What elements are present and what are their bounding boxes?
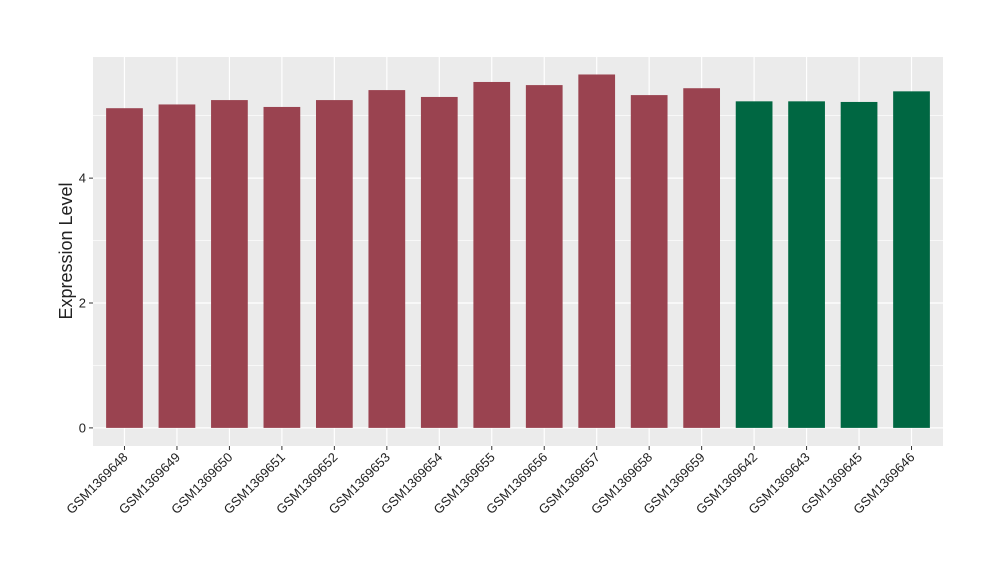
y-tick-label: 0 <box>79 420 86 435</box>
bar <box>420 96 458 428</box>
bar <box>315 100 353 428</box>
bar <box>263 106 301 428</box>
bar <box>106 108 143 428</box>
bar <box>840 101 878 428</box>
bar <box>158 104 196 428</box>
bar <box>893 91 930 428</box>
bar <box>211 100 248 428</box>
y-axis-title: Expression Level <box>56 182 76 319</box>
bar <box>578 74 616 428</box>
bar <box>630 95 668 428</box>
bar <box>788 101 825 428</box>
bar <box>683 88 721 428</box>
y-tick-label: 2 <box>79 296 86 311</box>
bar <box>473 81 511 428</box>
bar <box>735 101 773 428</box>
bar <box>368 90 406 428</box>
y-tick-label: 4 <box>79 171 86 186</box>
bar <box>525 85 563 428</box>
